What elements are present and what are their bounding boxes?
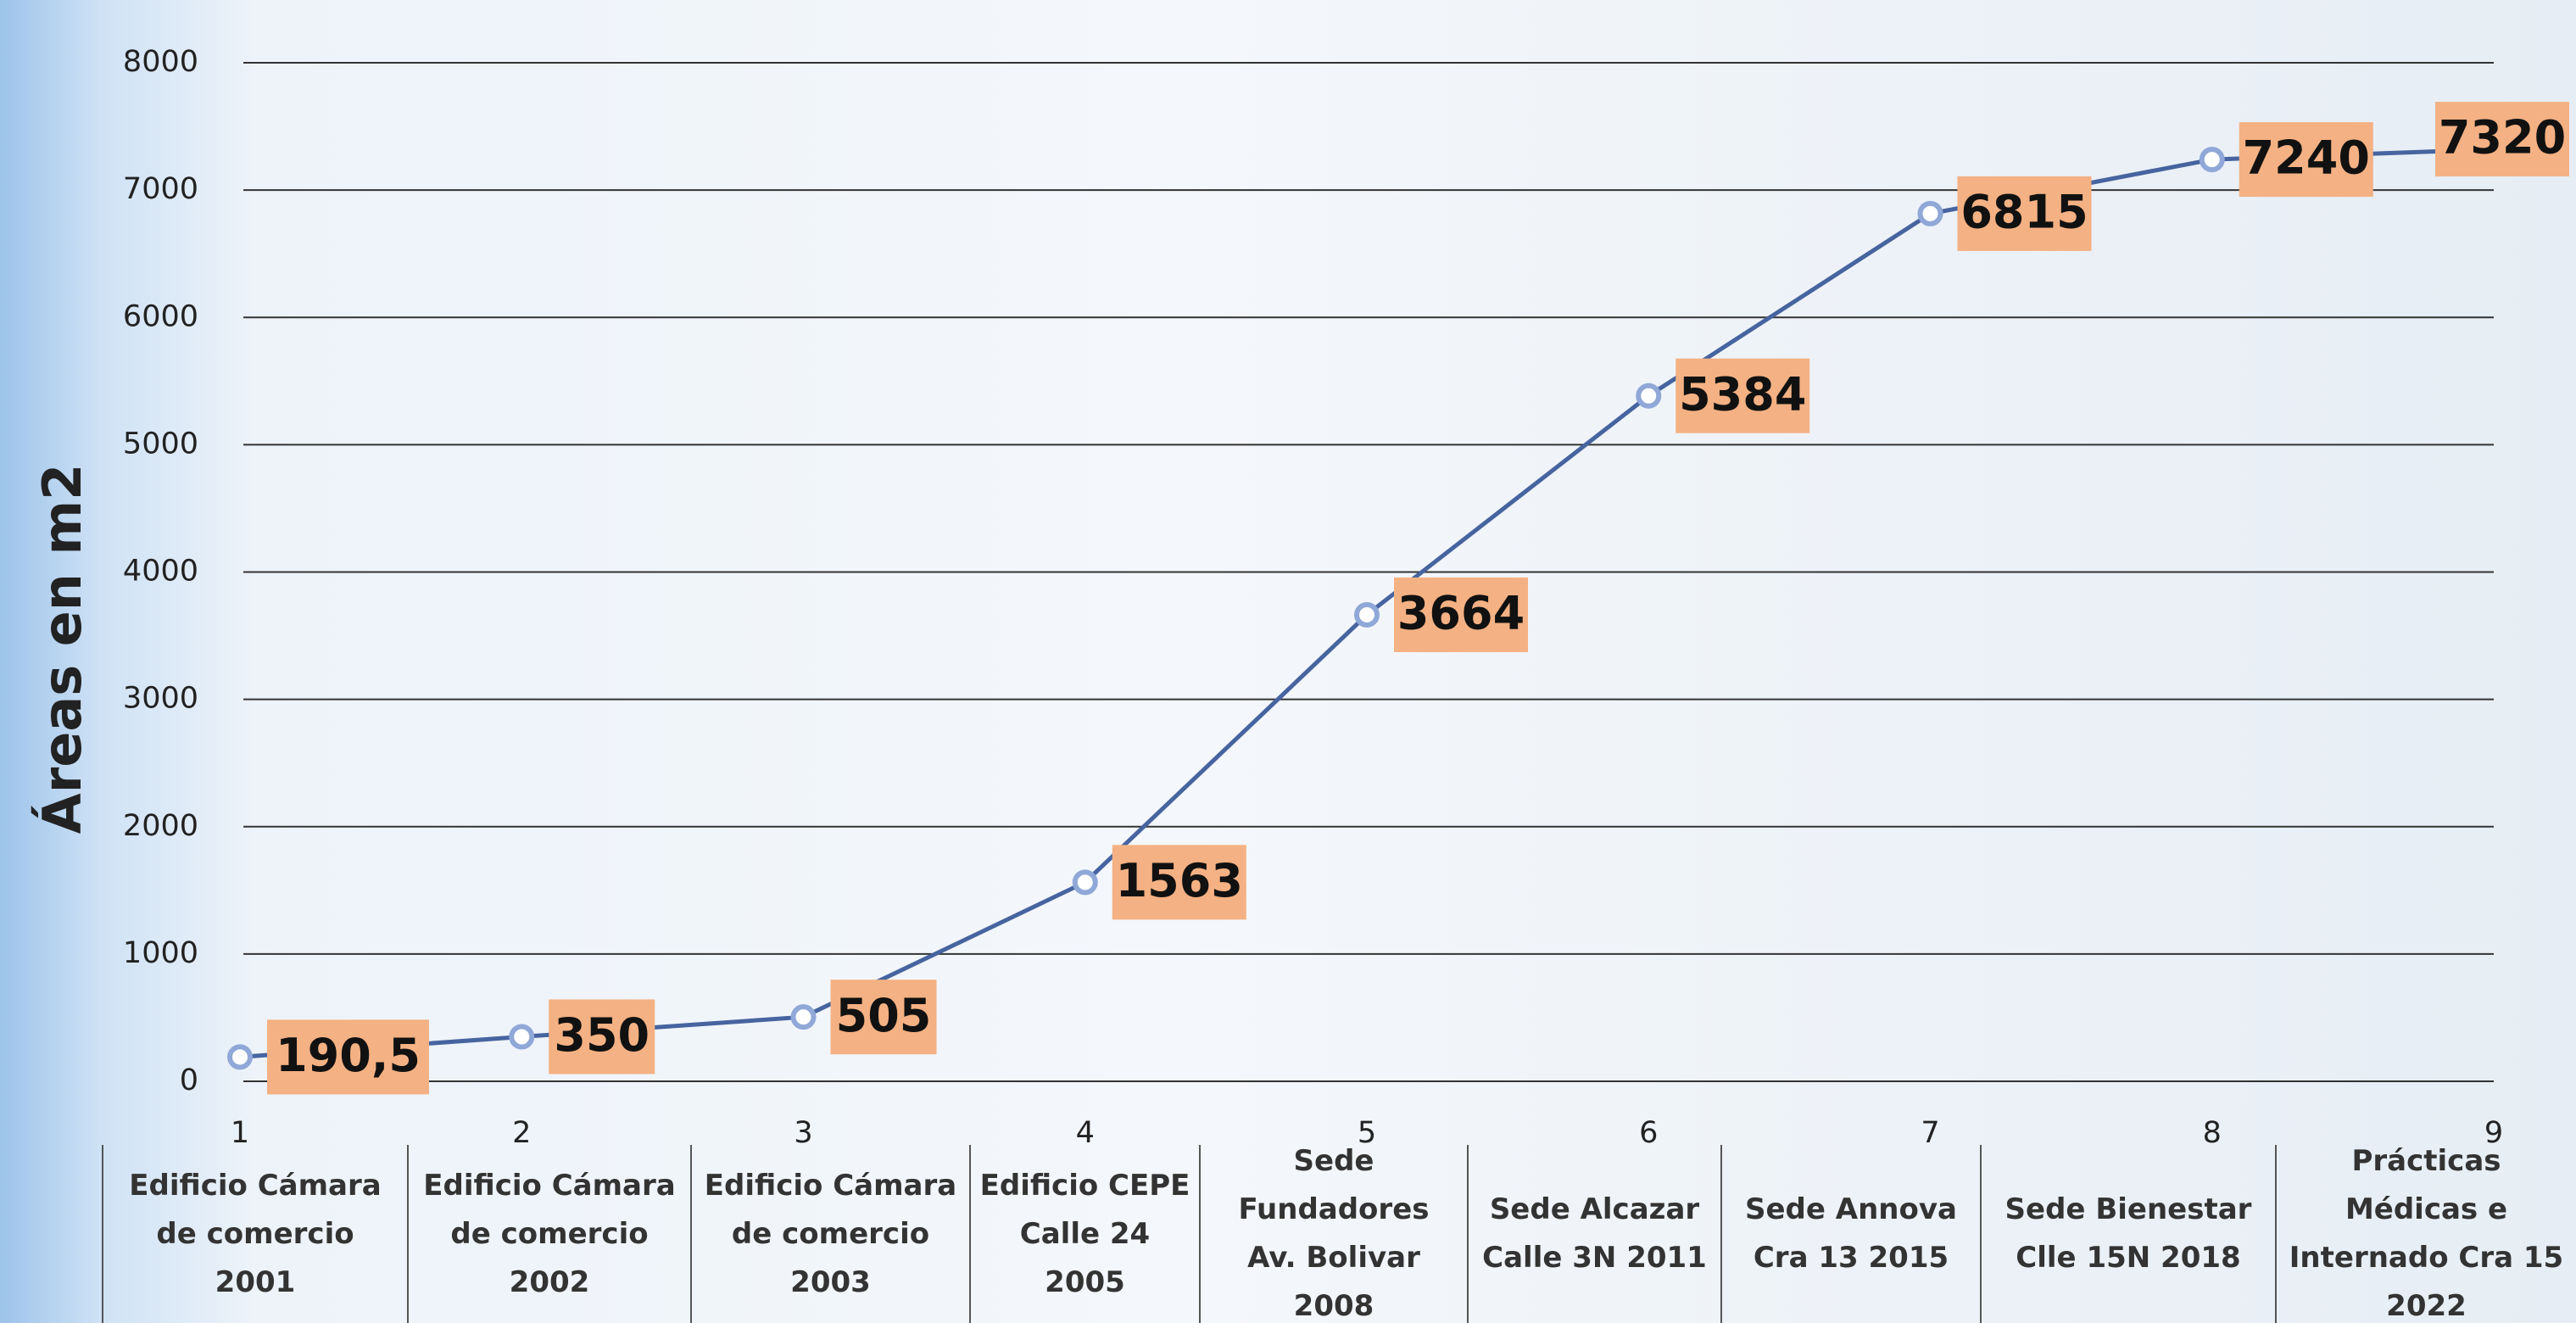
value-label: 5384 bbox=[1679, 367, 1806, 421]
value-label-box bbox=[1957, 176, 2092, 251]
value-label: 3664 bbox=[1397, 587, 1525, 640]
data-point bbox=[1072, 869, 1098, 896]
value-label: 7320 bbox=[2439, 111, 2566, 165]
value-label-box bbox=[2435, 102, 2569, 177]
value-label-box bbox=[1394, 577, 1528, 652]
value-label-box bbox=[1676, 358, 1810, 433]
data-point bbox=[1636, 382, 1662, 409]
category-cell: Sede Alcazar Calle 3N 2011 bbox=[1467, 1145, 1720, 1323]
x-tick-label: 3 bbox=[794, 1116, 812, 1145]
data-point bbox=[2199, 147, 2225, 173]
chart: Áreas en m2 0 1000 2000 3000 4000 5000 6000 700… bbox=[31, 45, 2569, 1145]
category-cell: Edificio Cámara de comercio 2003 bbox=[690, 1145, 969, 1323]
value-label: 190,5 bbox=[276, 1029, 421, 1082]
data-point bbox=[227, 1044, 253, 1070]
category-cell: Sede Fundadores Av. Bolivar 2008 bbox=[1199, 1144, 1467, 1323]
x-tick-label: 5 bbox=[1358, 1116, 1376, 1145]
category-cell: Sede Bienestar Clle 15N 2018 bbox=[1980, 1145, 2275, 1323]
y-tick-label: 6000 bbox=[123, 299, 198, 333]
value-label: 1563 bbox=[1116, 854, 1243, 907]
x-tick-label: 7 bbox=[1921, 1116, 1939, 1145]
data-point bbox=[790, 1004, 817, 1030]
category-cell: Edificio Cámara de comercio 2001 bbox=[102, 1145, 407, 1323]
category-cell: Edificio Cámara de comercio 2002 bbox=[407, 1145, 690, 1323]
x-tick-label: 9 bbox=[2484, 1116, 2503, 1145]
y-tick-label: 4000 bbox=[123, 555, 198, 589]
data-point bbox=[509, 1024, 535, 1050]
category-table: Edificio Cámara de comercio 2001 Edificio… bbox=[102, 1144, 2576, 1323]
x-tick-label: 4 bbox=[1076, 1116, 1095, 1145]
y-tick-label: 0 bbox=[180, 1063, 198, 1097]
value-label: 350 bbox=[554, 1008, 650, 1062]
value-label: 505 bbox=[836, 989, 932, 1042]
x-tick-label: 1 bbox=[231, 1116, 249, 1145]
x-tick-label: 6 bbox=[1639, 1116, 1658, 1145]
y-tick-label: 1000 bbox=[123, 936, 198, 970]
category-cell: Prácticas Médicas e Internado Cra 15 202… bbox=[2275, 1144, 2576, 1323]
y-tick-label: 3000 bbox=[123, 682, 198, 716]
y-tick-label: 8000 bbox=[123, 45, 198, 79]
value-label: 7240 bbox=[2243, 131, 2370, 185]
category-cell: Edificio CEPE Calle 24 2005 bbox=[969, 1145, 1199, 1323]
value-label-box bbox=[830, 980, 937, 1055]
value-label-box bbox=[1112, 845, 1246, 920]
value-label-box bbox=[2239, 122, 2373, 198]
data-point bbox=[1354, 601, 1380, 628]
data-point bbox=[1917, 200, 1943, 226]
y-tick-label: 2000 bbox=[123, 809, 198, 843]
value-label-box bbox=[267, 1019, 429, 1095]
y-tick-label: 7000 bbox=[123, 172, 198, 206]
category-cell: Sede Annova Cra 13 2015 bbox=[1720, 1145, 1980, 1323]
y-tick-label: 5000 bbox=[123, 427, 198, 461]
x-tick-label: 8 bbox=[2203, 1116, 2222, 1145]
x-tick-label: 2 bbox=[512, 1116, 531, 1145]
y-axis-label: Áreas en m2 bbox=[31, 464, 93, 834]
value-label-box bbox=[549, 999, 655, 1075]
value-label: 6815 bbox=[1960, 186, 2088, 239]
